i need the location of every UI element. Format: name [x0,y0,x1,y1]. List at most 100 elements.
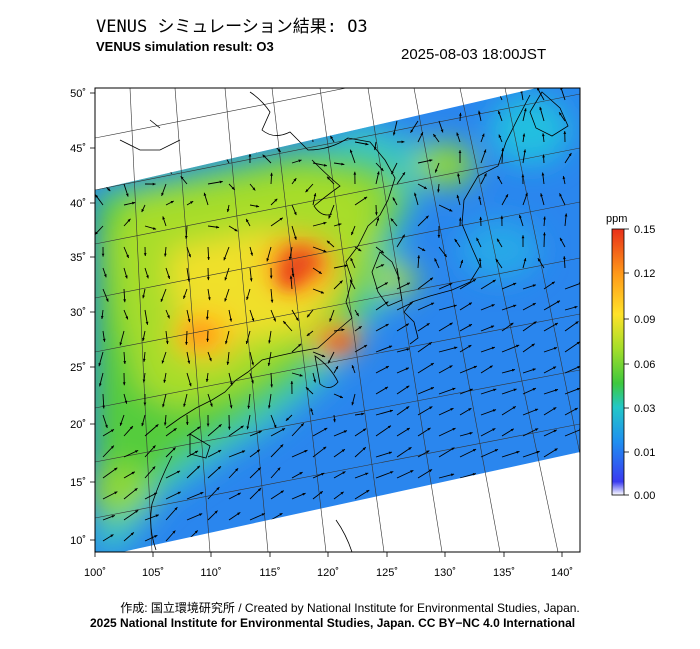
wind-arrow-head [366,490,370,493]
wind-arrow-head [541,172,545,176]
lon-tick-label: 100˚ [84,567,106,579]
wind-arrow-head [188,153,191,158]
wind-arrow-head [330,135,333,139]
wind-arrow [144,138,159,143]
wind-arrow-head [233,127,237,131]
wind-arrow-head [353,171,357,175]
wind-arrow-head [542,154,545,158]
wind-arrow [522,513,535,521]
wind-arrow-head [142,295,145,299]
wind-arrow [522,488,537,500]
wind-arrow-head [124,275,128,279]
wind-arrow-head [323,163,327,167]
wind-arrow-head [258,488,261,492]
wind-arrow-head [406,406,410,410]
wind-arrow-head [258,431,262,434]
wind-arrow-head [180,176,184,180]
wind-arrow-head [200,492,204,495]
wind-arrow-head [250,252,253,256]
lon-tick-label: 140˚ [551,567,573,579]
wind-arrow [501,450,520,458]
wind-arrow-head [406,489,410,493]
wind-arrow-head [434,258,438,262]
wind-arrow-head [343,529,347,532]
wind-arrow-head [153,492,158,496]
wind-arrow-head [491,494,495,498]
wind-arrow-head [196,465,200,469]
wind-arrow-head [384,282,388,286]
wind-arrow [186,491,204,500]
wind-arrow-head [429,277,433,281]
wind-arrow-head [268,340,271,344]
wind-arrow-head [401,140,405,144]
wind-arrow-head [223,136,226,140]
wind-arrow-head [492,409,496,412]
wind-arrow [501,515,516,521]
wind-arrow-head [95,194,99,198]
wind-arrow-head [165,341,169,345]
wind-arrow-head [193,102,197,105]
wind-arrow-head [130,532,134,536]
wind-arrow [165,162,172,174]
wind-arrow-head [497,238,500,242]
wind-arrow-head [110,429,114,433]
wind-arrow-head [229,405,233,409]
wind-arrow-head [491,346,495,350]
wind-arrow-head [293,178,297,182]
wind-arrow-head [489,365,493,369]
wind-arrow-head [344,264,348,268]
wind-arrow-head [469,432,473,435]
wind-arrow [228,99,235,106]
wind-arrow-head [201,113,205,117]
wind-arrow-head [247,405,251,409]
wind-arrow-head [406,385,410,389]
wind-arrow-head [513,466,517,470]
lat-tick-label: 30˚ [70,307,86,319]
wind-arrow [564,467,580,479]
wind-arrow-head [279,217,283,221]
wind-arrow-head [176,470,181,474]
wind-arrow-head [246,218,249,223]
lon-tick-label: 130˚ [434,567,456,579]
wind-arrow-head [237,512,241,516]
wind-arrow [438,512,454,521]
lon-tick-label: 115˚ [259,567,280,579]
wind-arrow [459,536,475,542]
wind-arrow-head [362,447,366,451]
wind-arrow-head [510,428,514,432]
wind-arrow-head [551,470,555,474]
wind-arrow-head [110,534,114,538]
wind-arrow-head [574,453,578,456]
wind-arrow-head [513,304,517,308]
wind-arrow-head [172,144,176,147]
wind-arrow-head [249,278,253,282]
wind-arrow [333,112,338,122]
wind-arrow-head [490,473,494,477]
wind-arrow-head [543,232,546,236]
wind-arrow-head [468,302,472,306]
wind-arrow-head [376,217,380,221]
wind-arrow-head [119,422,123,426]
wind-arrow-head [209,358,212,362]
wind-arrow-head [266,258,270,262]
wind-arrow-head [217,535,221,539]
colorbar-label: 0.01 [634,447,655,459]
wind-arrow-head [327,176,330,180]
wind-arrow-head [351,365,355,369]
wind-arrow-head [459,112,462,116]
wind-arrow-head [206,338,209,342]
lat-tick-label: 40˚ [70,198,86,210]
wind-arrow-head [553,407,557,411]
lat-tick-label: 50˚ [70,88,86,100]
wind-arrow-head [430,363,434,366]
wind-arrow [228,120,237,131]
wind-arrow [354,120,359,129]
wind-arrow-head [451,536,455,540]
wind-arrow [163,112,167,122]
wind-arrow [522,468,539,479]
wind-arrow-head [245,340,249,344]
wind-arrow-head [230,382,233,386]
wind-arrow-head [216,225,220,229]
wind-arrow-head [373,147,377,151]
wind-arrow [438,387,456,395]
